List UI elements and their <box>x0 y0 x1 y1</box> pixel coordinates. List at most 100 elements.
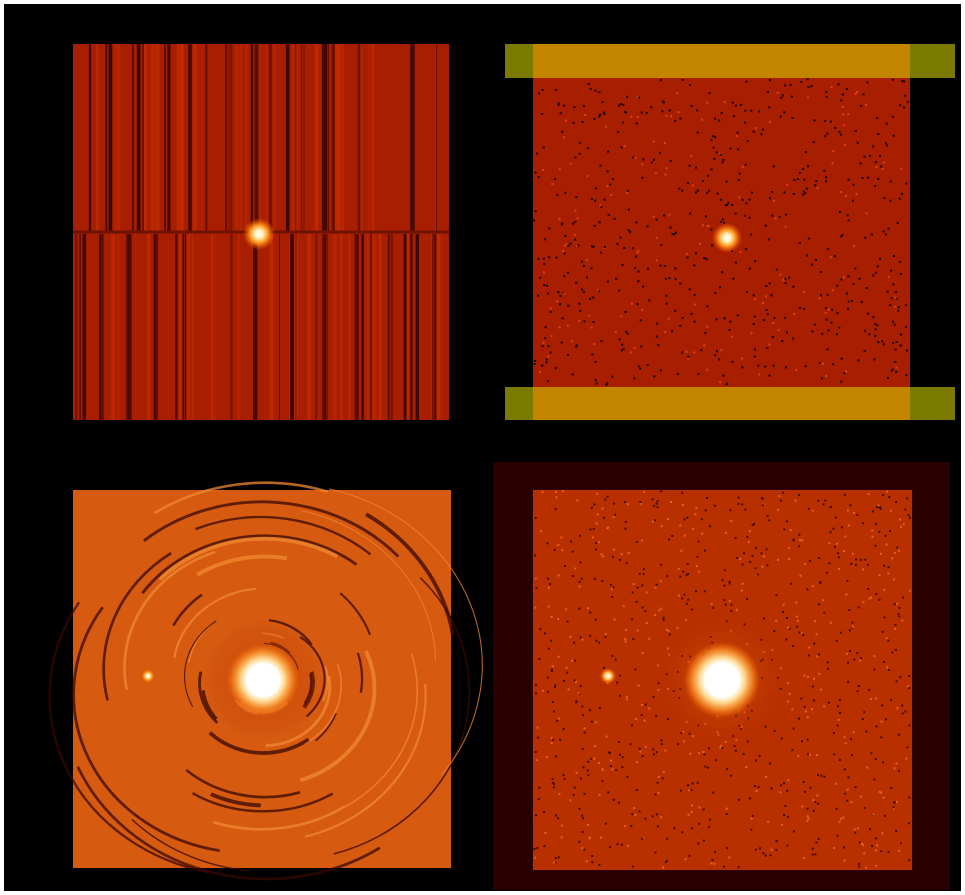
noise-pixel <box>812 585 814 587</box>
noise-pixel <box>624 145 626 147</box>
stripe <box>410 234 412 420</box>
noise-pixel <box>653 159 655 161</box>
noise-pixel <box>586 277 588 279</box>
noise-pixel <box>689 855 691 857</box>
noise-pixel <box>870 698 872 700</box>
noise-pixel <box>748 541 750 543</box>
noise-pixel <box>909 724 911 726</box>
noise-pixel <box>564 778 566 780</box>
noise-pixel <box>581 815 583 817</box>
noise-pixel <box>622 756 624 758</box>
noise-pixel <box>806 255 808 257</box>
noise-pixel <box>706 102 708 104</box>
noise-pixel <box>705 215 707 217</box>
noise-pixel <box>792 286 794 288</box>
noise-pixel <box>870 752 872 754</box>
noise-pixel <box>637 587 639 589</box>
noise-pixel <box>667 518 669 520</box>
noise-pixel <box>657 344 659 346</box>
noise-pixel <box>635 718 637 720</box>
noise-pixel <box>687 563 689 565</box>
noise-pixel <box>845 370 847 372</box>
noise-pixel <box>631 724 633 726</box>
noise-pixel <box>576 499 578 501</box>
noise-pixel <box>872 510 874 512</box>
noise-pixel <box>905 304 907 306</box>
noise-pixel <box>862 177 864 179</box>
noise-pixel <box>893 801 895 803</box>
noise-pixel <box>621 553 623 555</box>
noise-pixel <box>730 148 732 150</box>
noise-pixel <box>819 581 821 583</box>
noise-pixel <box>666 295 668 297</box>
noise-pixel <box>676 92 678 94</box>
noise-pixel <box>682 504 684 506</box>
noise-pixel <box>586 175 588 177</box>
noise-pixel <box>555 367 557 369</box>
noise-pixel <box>645 704 647 706</box>
noise-pixel <box>832 289 834 291</box>
noise-pixel <box>656 751 658 753</box>
noise-pixel <box>624 501 626 503</box>
noise-pixel <box>678 188 680 190</box>
noise-pixel <box>904 711 906 713</box>
noise-pixel <box>698 571 700 573</box>
noise-pixel <box>582 639 584 641</box>
noise-pixel <box>814 119 816 121</box>
noise-pixel <box>638 685 640 687</box>
noise-pixel <box>598 642 600 644</box>
noise-pixel <box>595 90 597 92</box>
noise-pixel <box>615 769 617 771</box>
noise-pixel <box>666 303 668 305</box>
noise-pixel <box>723 599 725 601</box>
stripe <box>137 44 141 232</box>
noise-pixel <box>646 622 648 624</box>
noise-pixel <box>692 184 694 186</box>
noise-pixel <box>895 624 897 626</box>
noise-pixel <box>898 770 900 772</box>
noise-pixel <box>735 213 737 215</box>
noise-pixel <box>614 218 616 220</box>
noise-pixel <box>883 589 885 591</box>
noise-pixel <box>551 183 553 185</box>
noise-pixel <box>602 555 604 557</box>
noise-pixel <box>641 177 643 179</box>
noise-pixel <box>776 840 778 842</box>
noise-pixel <box>558 574 560 576</box>
noise-pixel <box>782 94 784 96</box>
noise-pixel <box>820 689 822 691</box>
stripe <box>307 234 311 420</box>
noise-pixel <box>722 218 724 220</box>
noise-pixel <box>597 513 599 515</box>
noise-pixel <box>823 503 825 505</box>
noise-pixel <box>576 700 578 702</box>
noise-pixel <box>714 851 716 853</box>
noise-pixel <box>630 825 632 827</box>
noise-pixel <box>561 342 563 344</box>
noise-pixel <box>751 818 753 820</box>
noise-pixel <box>693 352 695 354</box>
noise-pixel <box>863 93 865 95</box>
noise-pixel <box>643 568 645 570</box>
noise-pixel <box>605 636 607 638</box>
noise-pixel <box>825 180 827 182</box>
noise-pixel <box>534 857 536 859</box>
noise-pixel <box>664 331 666 333</box>
noise-pixel <box>874 359 876 361</box>
noise-pixel <box>720 154 722 156</box>
noise-pixel <box>647 364 649 366</box>
stripe <box>302 44 304 232</box>
noise-pixel <box>890 181 892 183</box>
noise-pixel <box>824 500 826 502</box>
stripe <box>340 234 342 420</box>
noise-pixel <box>626 776 628 778</box>
noise-pixel <box>812 510 814 512</box>
noise-pixel <box>813 678 815 680</box>
noise-pixel <box>807 815 809 817</box>
noise-pixel <box>566 672 568 674</box>
noise-pixel <box>691 827 693 829</box>
noise-pixel <box>542 345 544 347</box>
noise-pixel <box>689 165 691 167</box>
stripe <box>99 234 100 420</box>
noise-pixel <box>694 304 696 306</box>
